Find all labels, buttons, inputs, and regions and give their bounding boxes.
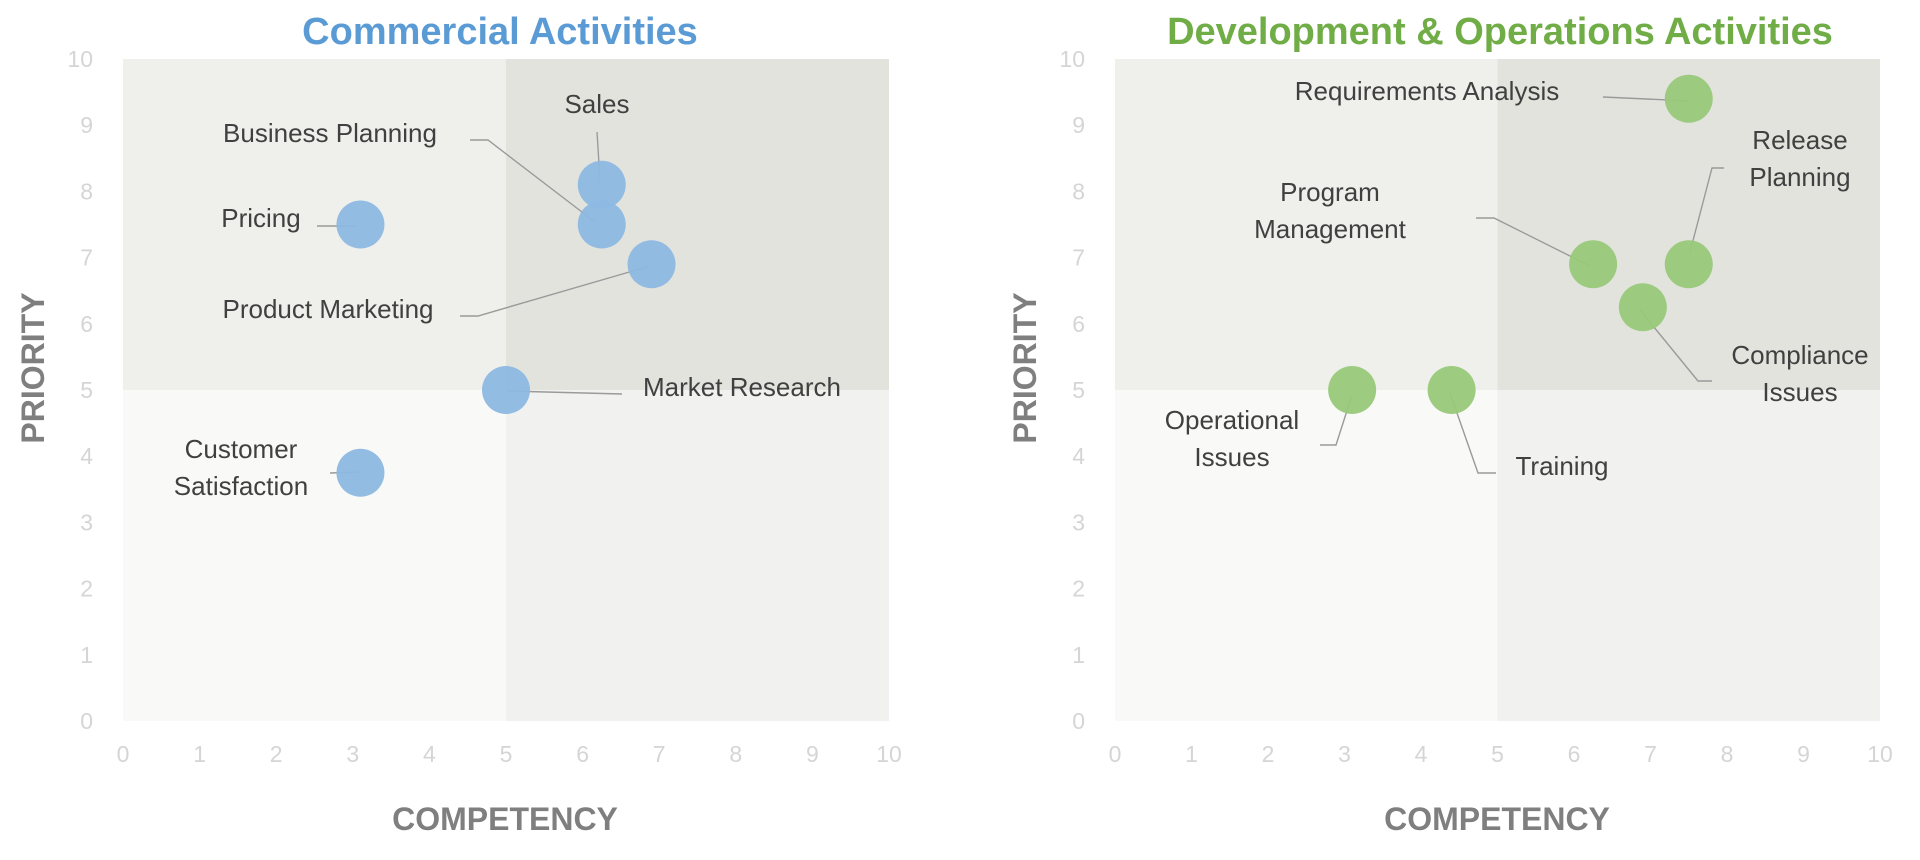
data-point xyxy=(577,200,626,249)
x-tick-label: 6 xyxy=(576,741,589,767)
leader-line xyxy=(1449,392,1496,474)
x-tick-label: 8 xyxy=(1721,741,1734,767)
x-tick-label: 2 xyxy=(1262,741,1275,767)
x-tick-label: 0 xyxy=(117,741,130,767)
quadrant-low-high xyxy=(1497,390,1880,721)
x-tick-label: 7 xyxy=(653,741,666,767)
y-tick-label: 7 xyxy=(1072,245,1085,271)
data-point-label: Sales xyxy=(564,89,629,119)
data-point-label: Training xyxy=(1516,451,1609,481)
x-tick-label: 1 xyxy=(1185,741,1198,767)
quadrant-high-high xyxy=(506,59,889,390)
data-point xyxy=(1427,366,1476,414)
y-tick-label: 9 xyxy=(80,112,93,138)
x-tick-label: 10 xyxy=(1867,741,1893,767)
chart-2: Development & Operations Activities 0 1 2 3 4… xyxy=(1007,11,1893,837)
data-point xyxy=(577,160,626,209)
y-tick-label: 10 xyxy=(67,46,93,72)
x-tick-label: 6 xyxy=(1568,741,1581,767)
data-point-label: Product Marketing xyxy=(223,294,434,324)
y-tick-label: 2 xyxy=(80,576,93,602)
x-axis-label: COMPETENCY xyxy=(1384,801,1610,837)
y-tick-label: 3 xyxy=(1072,509,1085,535)
data-point-label: Requirements Analysis xyxy=(1295,76,1559,106)
data-point xyxy=(627,240,676,289)
y-tick-label: 0 xyxy=(80,708,93,734)
x-tick-label: 5 xyxy=(500,741,513,767)
data-point xyxy=(1664,240,1713,289)
chart-title: Development & Operations Activities xyxy=(1167,11,1833,53)
data-point xyxy=(336,448,385,497)
leader-line xyxy=(1689,167,1724,253)
y-tick-label: 7 xyxy=(80,245,93,271)
data-point-label: Pricing xyxy=(221,203,300,233)
y-tick-label: 10 xyxy=(1059,46,1085,72)
x-tick-label: 10 xyxy=(876,741,902,767)
quadrant-low-low xyxy=(123,390,506,721)
x-tick-label: 2 xyxy=(270,741,283,767)
x-tick-label: 5 xyxy=(1491,741,1504,767)
data-point xyxy=(336,200,385,249)
quadrant-high-low xyxy=(123,59,506,390)
data-point xyxy=(1569,240,1618,289)
quadrant-high-low xyxy=(1115,59,1498,390)
x-tick-label: 3 xyxy=(1338,741,1351,767)
y-tick-label: 1 xyxy=(80,642,93,668)
x-tick-label: 3 xyxy=(346,741,359,767)
x-tick-label: 4 xyxy=(1415,741,1428,767)
y-tick-label: 4 xyxy=(1072,443,1085,469)
chart-title: Commercial Activities xyxy=(302,11,698,53)
x-tick-label: 8 xyxy=(729,741,742,767)
data-point-label: Program Management xyxy=(1254,177,1407,244)
leader-line xyxy=(1476,217,1591,267)
y-tick-label: 8 xyxy=(80,178,93,204)
y-tick-label: 6 xyxy=(1072,311,1085,337)
data-point xyxy=(1328,366,1377,414)
quadrant-low-low xyxy=(1115,390,1498,721)
y-tick-label: 3 xyxy=(80,509,93,535)
data-point-label: Market Research xyxy=(643,372,841,402)
data-point xyxy=(482,366,530,414)
y-tick-label: 8 xyxy=(1072,178,1085,204)
data-point-label: Compliance Issues xyxy=(1731,340,1868,407)
x-tick-label: 1 xyxy=(193,741,206,767)
data-point xyxy=(1664,74,1713,123)
y-tick-label: 2 xyxy=(1072,576,1085,602)
leader-line xyxy=(470,139,596,223)
data-point-label: Operational Issues xyxy=(1165,405,1299,472)
y-tick-label: 0 xyxy=(1072,708,1085,734)
y-axis-label: PRIORITY xyxy=(15,292,51,443)
x-tick-label: 7 xyxy=(1644,741,1657,767)
data-point xyxy=(1618,283,1667,332)
x-tick-label: 9 xyxy=(806,741,819,767)
x-tick-label: 9 xyxy=(1797,741,1810,767)
leader-line xyxy=(460,265,651,317)
chart-1: Commercial Activities 0 1 2 3 4 5 6 7 8 9 10 0 1 2 3 4 5 6… xyxy=(15,11,902,837)
y-tick-label: 5 xyxy=(1072,377,1085,403)
x-axis-label: COMPETENCY xyxy=(392,801,618,837)
y-tick-label: 4 xyxy=(80,443,93,469)
leader-line xyxy=(1639,309,1712,382)
y-tick-label: 6 xyxy=(80,311,93,337)
data-point-label: Customer Satisfaction xyxy=(174,434,308,501)
data-point-label: Business Planning xyxy=(223,118,437,148)
y-tick-label: 5 xyxy=(80,377,93,403)
quadrant-low-high xyxy=(506,390,889,721)
x-tick-label: 4 xyxy=(423,741,436,767)
y-tick-label: 1 xyxy=(1072,642,1085,668)
data-point-label: Release Planning xyxy=(1749,125,1850,192)
y-axis-label: PRIORITY xyxy=(1007,292,1043,443)
x-tick-label: 0 xyxy=(1109,741,1122,767)
y-tick-label: 9 xyxy=(1072,112,1085,138)
